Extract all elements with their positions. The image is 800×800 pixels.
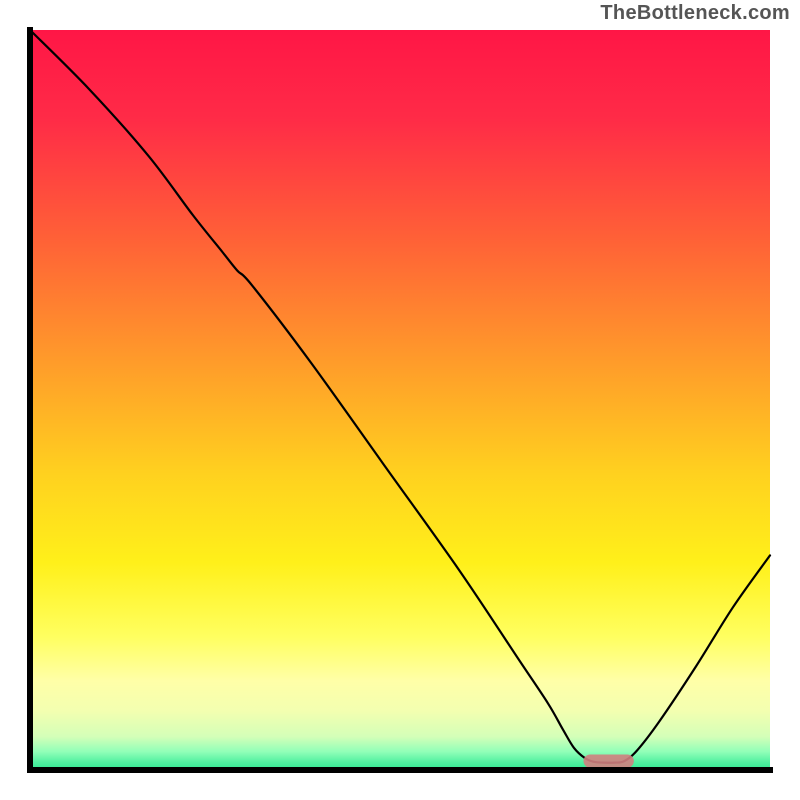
optimum-marker	[584, 754, 634, 767]
plot-background	[30, 30, 770, 770]
bottleneck-chart	[0, 0, 800, 800]
watermark-text: TheBottleneck.com	[600, 2, 790, 25]
chart-container: TheBottleneck.com	[0, 0, 800, 800]
